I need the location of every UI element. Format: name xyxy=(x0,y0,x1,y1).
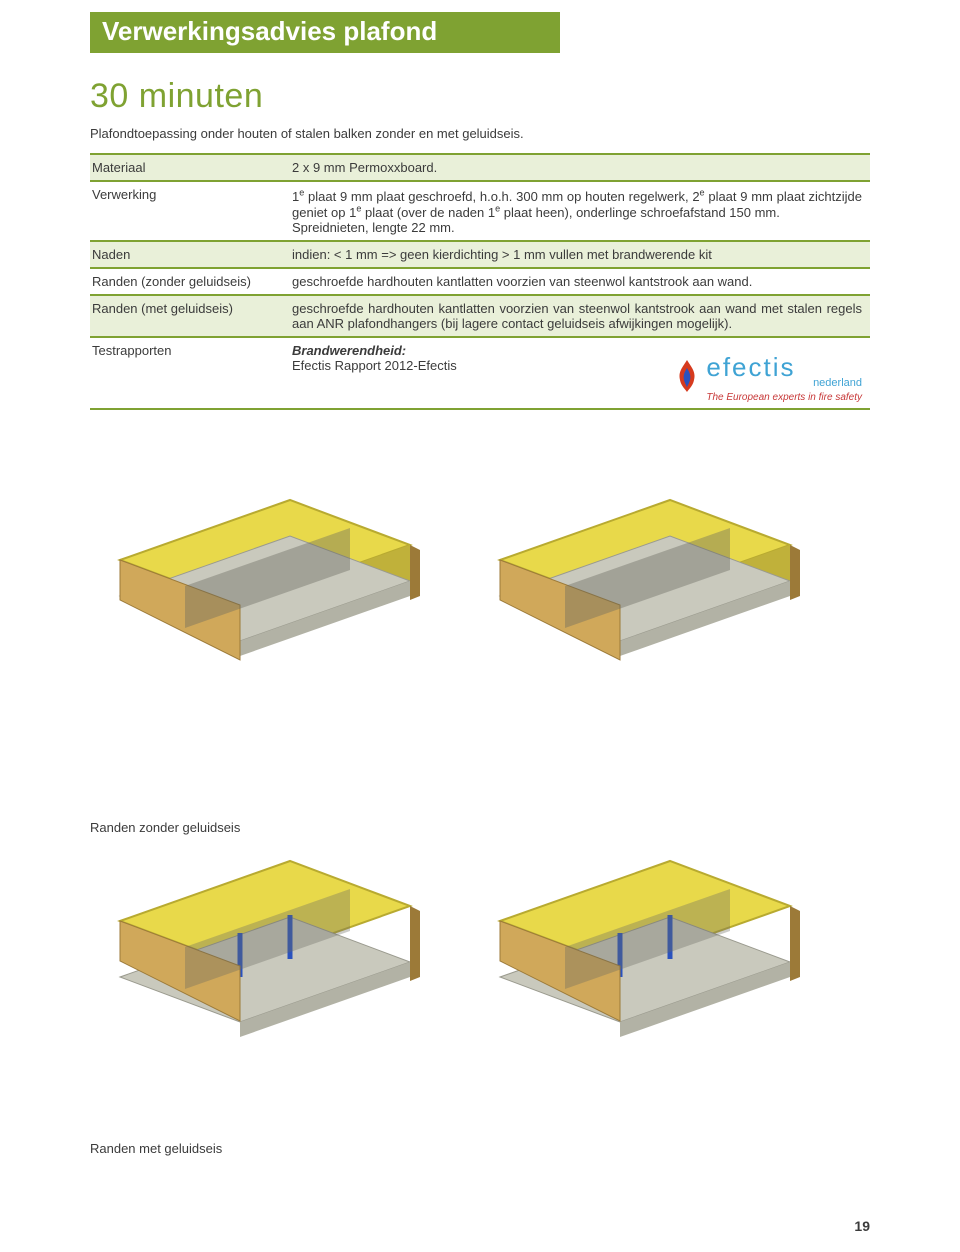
page-banner-title: Verwerkingsadvies plafond xyxy=(90,12,560,53)
flame-icon xyxy=(672,358,702,394)
table-key-cell: Materiaal xyxy=(90,154,290,181)
ceiling-assembly-icon xyxy=(110,490,420,680)
table-key-cell: Randen (met geluidseis) xyxy=(90,295,290,337)
table-value-cell: Brandwerendheid:Efectis Rapport 2012-Efe… xyxy=(290,337,870,409)
table-row: Verwerking1e plaat 9 mm plaat geschroefd… xyxy=(90,181,870,241)
efectis-name: efectis xyxy=(706,352,795,382)
table-value-cell: indien: < 1 mm => geen kierdichting > 1 … xyxy=(290,241,870,268)
ceiling-assembly-icon xyxy=(490,490,800,680)
table-value-cell: 2 x 9 mm Permoxxboard. xyxy=(290,154,870,181)
table-key-cell: Testrapporten xyxy=(90,337,290,409)
efectis-logo: efectisnederlandThe European experts in … xyxy=(672,356,862,403)
figure-row-2 xyxy=(90,851,870,1111)
table-key-cell: Naden xyxy=(90,241,290,268)
ceiling-assembly-with-hangers-icon xyxy=(110,851,420,1051)
table-row: Materiaal2 x 9 mm Permoxxboard. xyxy=(90,154,870,181)
table-row: Randen (met geluidseis)geschroefde hardh… xyxy=(90,295,870,337)
table-value-cell: geschroefde hardhouten kantlatten voorzi… xyxy=(290,295,870,337)
test-label: Brandwerendheid: xyxy=(292,343,406,358)
table-value-cell: geschroefde hardhouten kantlatten voorzi… xyxy=(290,268,870,295)
spec-table: Materiaal2 x 9 mm Permoxxboard.Verwerkin… xyxy=(90,153,870,410)
table-value-cell: 1e plaat 9 mm plaat geschroefd, h.o.h. 3… xyxy=(290,181,870,241)
table-key-cell: Randen (zonder geluidseis) xyxy=(90,268,290,295)
section-label-2: Randen met geluidseis xyxy=(90,1141,870,1156)
intro-text: Plafondtoepassing onder houten of stalen… xyxy=(90,126,870,141)
section-label-1: Randen zonder geluidseis xyxy=(90,820,870,835)
table-row: TestrapportenBrandwerendheid:Efectis Rap… xyxy=(90,337,870,409)
efectis-tagline: The European experts in fire safety xyxy=(706,392,862,403)
test-report: Efectis Rapport 2012-Efectis xyxy=(292,358,457,373)
table-row: Randen (zonder geluidseis)geschroefde ha… xyxy=(90,268,870,295)
ceiling-assembly-with-hangers-icon xyxy=(490,851,800,1051)
table-key-cell: Verwerking xyxy=(90,181,290,241)
figure-row-1 xyxy=(90,490,870,790)
page-heading: 30 minuten xyxy=(90,77,870,116)
page-number: 19 xyxy=(854,1218,870,1234)
table-row: Nadenindien: < 1 mm => geen kierdichting… xyxy=(90,241,870,268)
